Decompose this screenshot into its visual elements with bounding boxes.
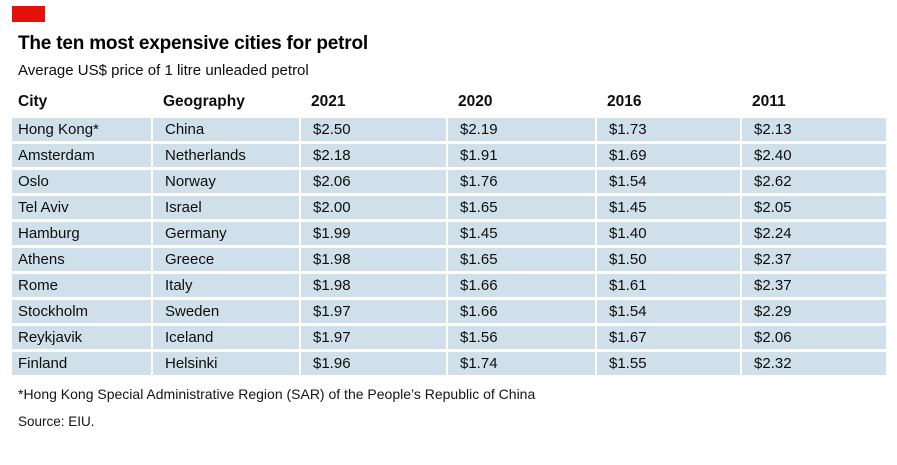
table-row: Amsterdam Netherlands $2.18 $1.91 $1.69 $2.40 xyxy=(12,144,886,170)
column-header-2020: 2020 xyxy=(446,92,595,118)
table-cell: $2.50 xyxy=(299,118,446,144)
table-cell: $1.96 xyxy=(299,352,446,378)
table-cell: $1.98 xyxy=(299,274,446,300)
table-cell: Rome xyxy=(12,274,151,300)
table-cell: $1.97 xyxy=(299,300,446,326)
table-cell: Italy xyxy=(151,274,299,300)
table-cell: Hong Kong* xyxy=(12,118,151,144)
table-cell: Greece xyxy=(151,248,299,274)
petrol-price-table: City Geography 2021 2020 2016 2011 Hong Kong*… xyxy=(12,92,886,378)
table-row: Rome Italy $1.98 $1.66 $1.61 $2.37 xyxy=(12,274,886,300)
column-header-2016: 2016 xyxy=(595,92,740,118)
table-cell: $1.65 xyxy=(446,248,595,274)
brand-red-tab xyxy=(12,6,45,22)
table-row: Finland Helsinki $1.96 $1.74 $1.55 $2.32 xyxy=(12,352,886,378)
table-cell: Amsterdam xyxy=(12,144,151,170)
table-cell: $1.69 xyxy=(595,144,740,170)
table-cell: $1.40 xyxy=(595,222,740,248)
table-cell: Tel Aviv xyxy=(12,196,151,222)
table-cell: $2.00 xyxy=(299,196,446,222)
table-cell: $1.98 xyxy=(299,248,446,274)
table-cell: $2.24 xyxy=(740,222,886,248)
page-title: The ten most expensive cities for petrol xyxy=(18,33,368,54)
table-header-row: City Geography 2021 2020 2016 2011 xyxy=(12,92,886,118)
table-cell: $1.54 xyxy=(595,170,740,196)
table-row: Athens Greece $1.98 $1.65 $1.50 $2.37 xyxy=(12,248,886,274)
table-cell: Helsinki xyxy=(151,352,299,378)
table-cell: $1.99 xyxy=(299,222,446,248)
table-cell: Norway xyxy=(151,170,299,196)
table-cell: $2.13 xyxy=(740,118,886,144)
table-cell: $1.73 xyxy=(595,118,740,144)
table-cell: Germany xyxy=(151,222,299,248)
column-header-geography: Geography xyxy=(151,92,299,118)
table-cell: $1.61 xyxy=(595,274,740,300)
table-body: Hong Kong* China $2.50 $2.19 $1.73 $2.13 Amste… xyxy=(12,118,886,378)
page-subtitle: Average US$ price of 1 litre unleaded pe… xyxy=(18,62,309,79)
table-cell: Finland xyxy=(12,352,151,378)
column-header-2011: 2011 xyxy=(740,92,886,118)
table-cell: Hamburg xyxy=(12,222,151,248)
table-cell: $2.19 xyxy=(446,118,595,144)
table-cell: Reykjavik xyxy=(12,326,151,352)
table-cell: $2.62 xyxy=(740,170,886,196)
table-row: Hong Kong* China $2.50 $2.19 $1.73 $2.13 xyxy=(12,118,886,144)
table-cell: $1.66 xyxy=(446,274,595,300)
footnote: *Hong Kong Special Administrative Region… xyxy=(18,386,536,402)
table-cell: $1.74 xyxy=(446,352,595,378)
table-row: Reykjavik Iceland $1.97 $1.56 $1.67 $2.06 xyxy=(12,326,886,352)
table-cell: $2.05 xyxy=(740,196,886,222)
table-cell: Oslo xyxy=(12,170,151,196)
column-header-city: City xyxy=(12,92,151,118)
table-cell: $1.65 xyxy=(446,196,595,222)
table-cell: $1.55 xyxy=(595,352,740,378)
table-row: Hamburg Germany $1.99 $1.45 $1.40 $2.24 xyxy=(12,222,886,248)
table-cell: $1.67 xyxy=(595,326,740,352)
table-row: Oslo Norway $2.06 $1.76 $1.54 $2.62 xyxy=(12,170,886,196)
table-cell: $2.32 xyxy=(740,352,886,378)
table-cell: $1.45 xyxy=(446,222,595,248)
table-cell: $1.76 xyxy=(446,170,595,196)
table-cell: Iceland xyxy=(151,326,299,352)
table-cell: $1.45 xyxy=(595,196,740,222)
table-cell: Stockholm xyxy=(12,300,151,326)
table-cell: $2.37 xyxy=(740,274,886,300)
column-header-2021: 2021 xyxy=(299,92,446,118)
table-cell: $2.18 xyxy=(299,144,446,170)
table-cell: $1.56 xyxy=(446,326,595,352)
table-row: Stockholm Sweden $1.97 $1.66 $1.54 $2.29 xyxy=(12,300,886,326)
table-cell: $1.97 xyxy=(299,326,446,352)
table-cell: Sweden xyxy=(151,300,299,326)
table-row: Tel Aviv Israel $2.00 $1.65 $1.45 $2.05 xyxy=(12,196,886,222)
table-cell: $2.40 xyxy=(740,144,886,170)
table-cell: $1.66 xyxy=(446,300,595,326)
table-cell: $2.06 xyxy=(299,170,446,196)
table-cell: $2.29 xyxy=(740,300,886,326)
table-cell: $1.54 xyxy=(595,300,740,326)
table-cell: $1.50 xyxy=(595,248,740,274)
table-cell: Israel xyxy=(151,196,299,222)
table-cell: China xyxy=(151,118,299,144)
source-note: Source: EIU. xyxy=(18,414,95,429)
table-cell: Athens xyxy=(12,248,151,274)
table-cell: $1.91 xyxy=(446,144,595,170)
table-cell: Netherlands xyxy=(151,144,299,170)
table-cell: $2.06 xyxy=(740,326,886,352)
table-cell: $2.37 xyxy=(740,248,886,274)
